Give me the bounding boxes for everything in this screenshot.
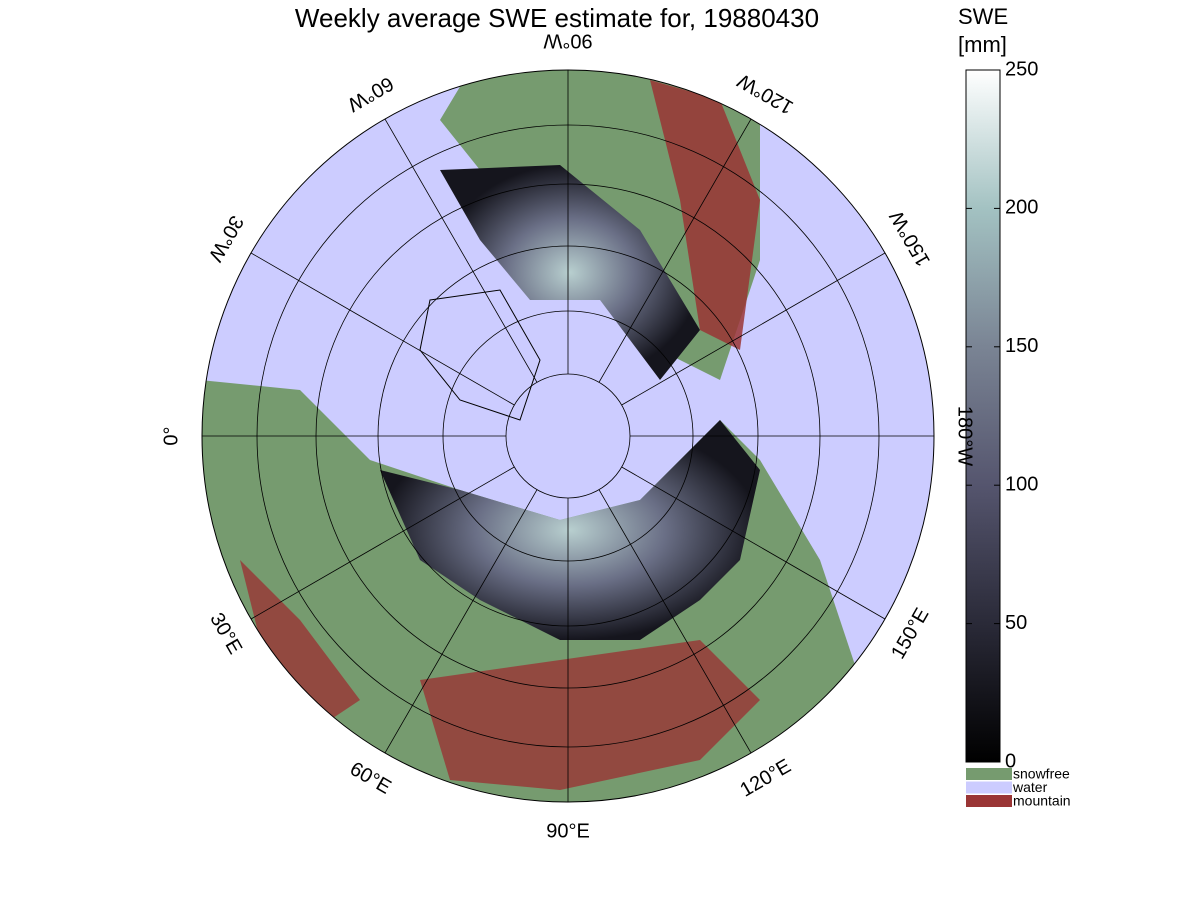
meridian <box>621 252 886 406</box>
legend-label: mountain <box>1013 793 1071 809</box>
meridian <box>384 489 538 754</box>
mountains-europe <box>240 560 360 720</box>
map <box>202 70 934 802</box>
longitude-label: 90°E <box>546 820 590 842</box>
legend-label: snowfree <box>1013 766 1070 782</box>
legend-swatch <box>966 768 1012 780</box>
map-frame <box>201 69 935 803</box>
colorbar-tick-label: 200 <box>1005 197 1038 219</box>
longitude-label: 60°W <box>343 72 397 116</box>
longitude-label: 120°E <box>736 755 794 801</box>
mountains-na <box>650 80 760 350</box>
longitude-label: 120°W <box>734 69 797 118</box>
longitude-label: 150°W <box>886 207 935 270</box>
longitude-label: 0° <box>160 426 182 445</box>
mountains-asia <box>420 640 760 790</box>
longitude-label: 30°E <box>205 609 246 658</box>
colorbar-title: SWE <box>958 4 1008 29</box>
longitude-label: 30°W <box>204 212 248 266</box>
colorbar-title: [mm] <box>958 32 1007 57</box>
meridian <box>598 489 752 754</box>
meridian <box>250 466 515 620</box>
colorbar-tick-label: 250 <box>1005 58 1038 80</box>
meridian <box>250 252 515 406</box>
meridian <box>598 118 752 383</box>
snow-cover-na <box>440 165 700 380</box>
legend-swatch <box>966 781 1012 794</box>
colorbar-tick-label: 50 <box>1005 612 1027 634</box>
snow-cover-eurasia <box>380 420 760 640</box>
greenland-outline <box>419 289 541 421</box>
longitude-label: 60°E <box>346 758 395 799</box>
graticule <box>202 70 934 802</box>
colorbar <box>965 69 1001 763</box>
longitude-label: 90°W <box>543 30 592 52</box>
longitude-label: 180°W <box>954 406 976 466</box>
meridian <box>621 466 886 620</box>
title: Weekly average SWE estimate for, 1988043… <box>295 3 819 33</box>
legend-label: water <box>1012 779 1048 795</box>
colorbar-tick-label: 0 <box>1005 750 1016 772</box>
legend-swatch <box>966 795 1012 807</box>
longitude-label: 150°E <box>887 604 933 662</box>
colorbar-tick-label: 100 <box>1005 473 1038 495</box>
colorbar-tick-label: 150 <box>1005 335 1038 357</box>
meridian <box>384 118 538 383</box>
